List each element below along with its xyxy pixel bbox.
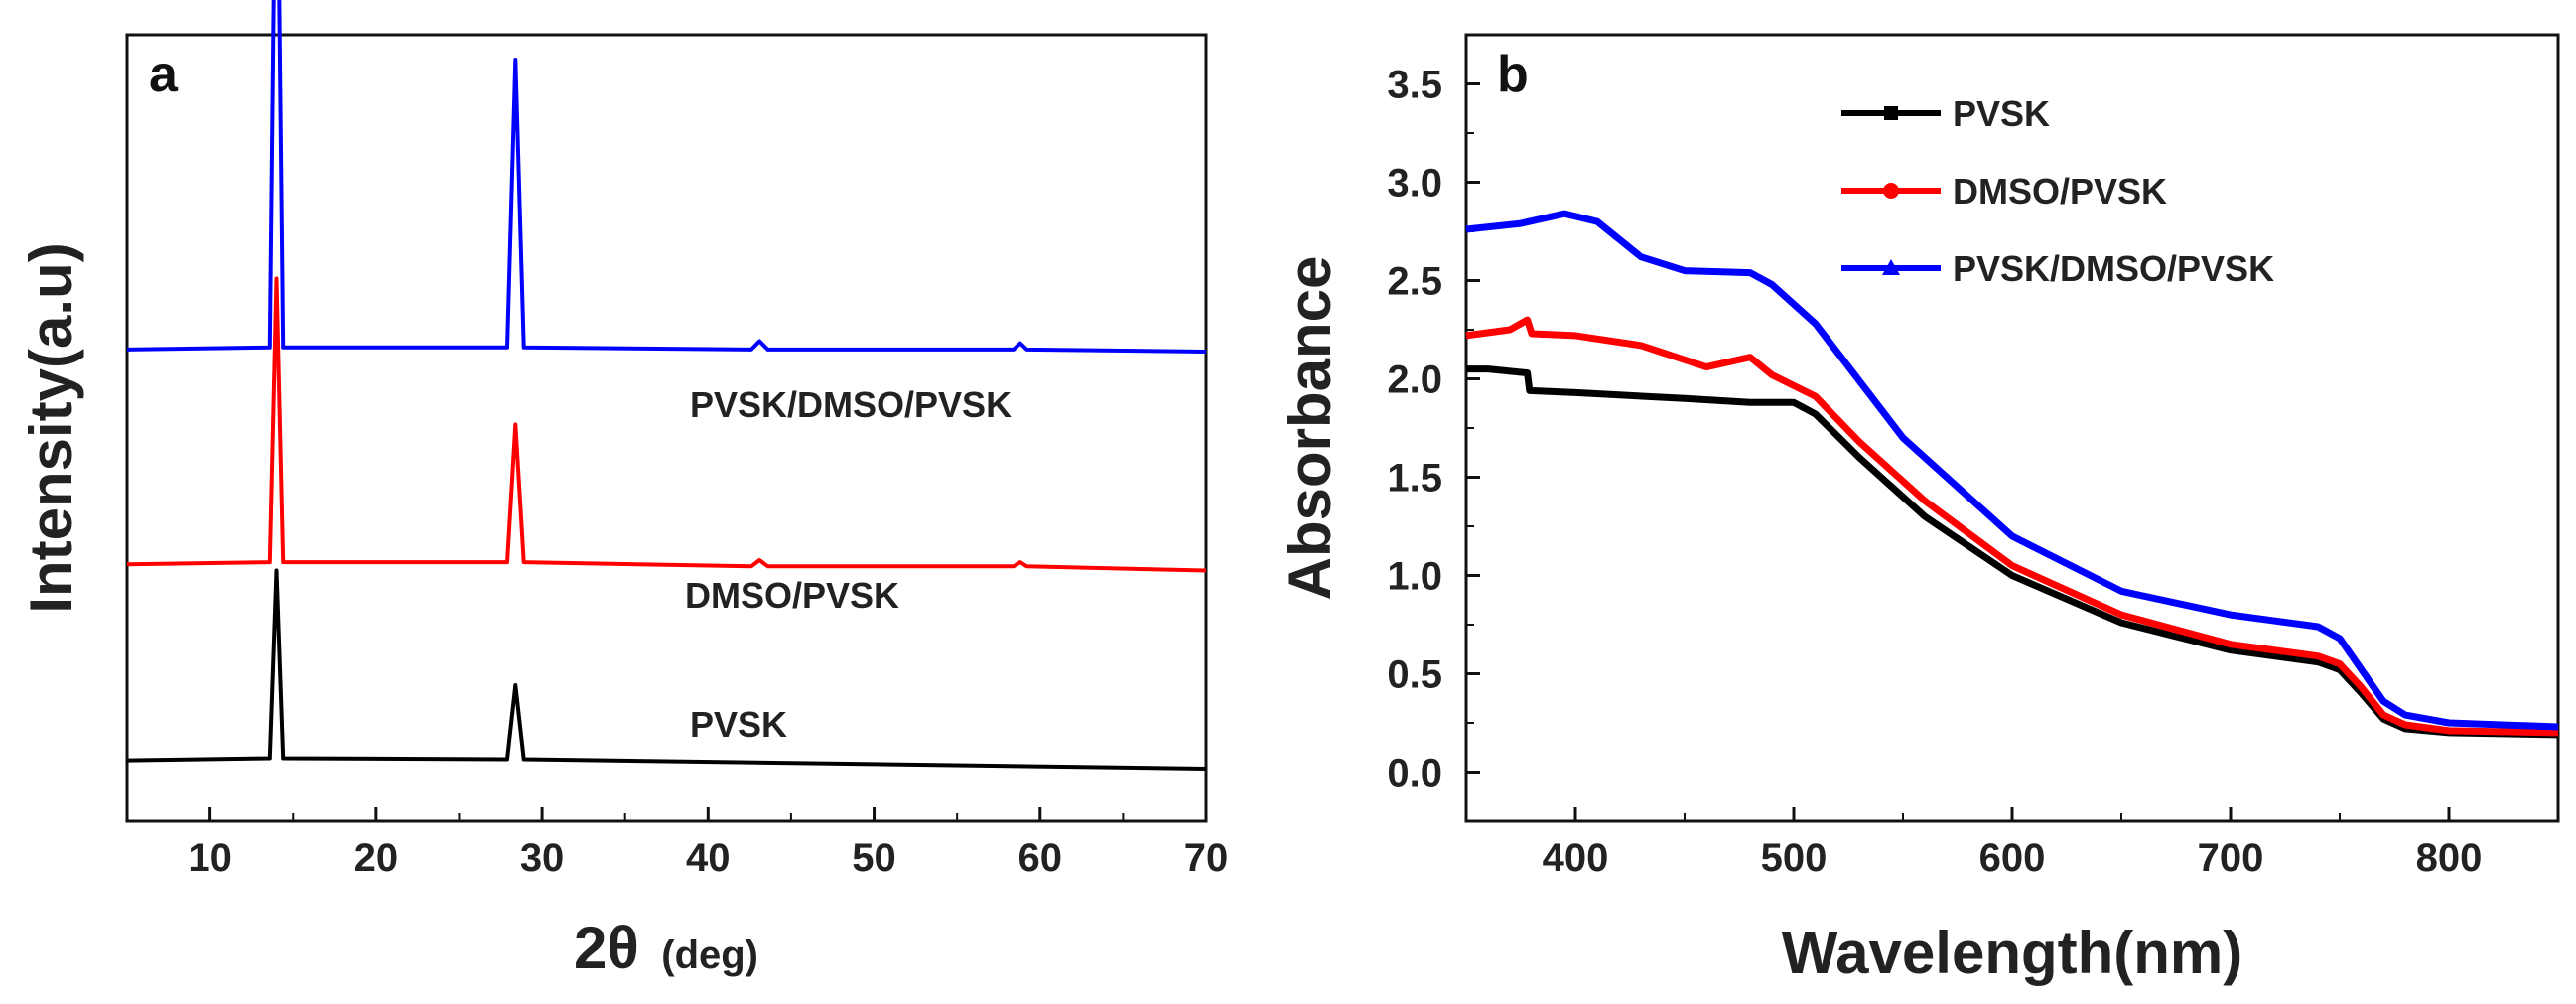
panel-b-series-pvsk [1466, 365, 2559, 739]
panel-b-series-dmso-pvsk [1465, 316, 2559, 737]
panel-a-trace-label: PVSK/DMSO/PVSK [690, 384, 1012, 425]
legend-label: PVSK/DMSO/PVSK [1953, 248, 2274, 289]
panel-a-chart: a Intensity(a.u) 2θ (deg) 10 20 30 40 50 60 70… [18, 0, 1228, 981]
panel-b-y-ticks: 0.0 0.5 1.0 1.5 2.0 2.5 3.0 3.5 [1387, 34, 1480, 822]
panel-b-y-tick-label: 2.0 [1387, 359, 1442, 402]
panel-b-series [1465, 210, 2559, 739]
panel-b-series-pvsk-dmso-pvsk [1465, 210, 2559, 731]
panel-a-series-dmso-pvsk [126, 276, 1207, 573]
panel-b-xlabel: Wavelength(nm) [1782, 920, 2242, 986]
panel-b-y-tick-label: 3.5 [1387, 64, 1442, 107]
panel-a-xlabel-unit: (deg) [661, 933, 758, 977]
panel-a-trace-labels: PVSK DMSO/PVSK PVSK/DMSO/PVSK [685, 384, 1012, 745]
panel-a-series-pvsk [126, 568, 1207, 771]
panel-b-ylabel: Absorbance [1277, 256, 1343, 601]
panel-b-x-tick-label: 500 [1761, 836, 1828, 880]
panel-b-x-tick-label: 400 [1543, 836, 1609, 880]
panel-b-y-tick-label: 0.0 [1387, 752, 1442, 795]
panel-a-x-tick-label: 10 [188, 836, 232, 880]
panel-b-x-tick-label: 700 [2198, 836, 2264, 880]
panel-b-x-tick-label: 600 [1979, 836, 2046, 880]
panel-b-y-tick-label: 1.0 [1387, 555, 1442, 599]
panel-a-x-tick-label: 60 [1018, 836, 1063, 880]
legend-marker-triangle [1882, 259, 1900, 275]
legend-label: DMSO/PVSK [1953, 171, 2167, 212]
panel-b-letter: b [1497, 46, 1529, 103]
panel-a-x-tick-label: 50 [852, 836, 896, 880]
panel-a-series [126, 0, 1207, 771]
panel-b-y-tick-label: 0.5 [1387, 653, 1442, 697]
panel-a-x-tick-label: 70 [1184, 836, 1229, 880]
panel-b-legend: PVSK DMSO/PVSK PVSK/DMSO/PVSK [1841, 93, 2274, 289]
legend-marker-circle [1883, 183, 1899, 199]
legend-marker-square [1884, 106, 1898, 120]
panel-b-frame [1464, 33, 2560, 823]
panel-b-y-tick-label: 2.5 [1387, 260, 1442, 304]
panel-a-trace-label: DMSO/PVSK [685, 575, 899, 616]
panel-a-series-pvsk-dmso-pvsk [126, 0, 1207, 354]
panel-a-trace-label: PVSK [690, 704, 787, 745]
panel-b-y-tick-label: 1.5 [1387, 457, 1442, 501]
panel-b-y-tick-label: 3.0 [1387, 162, 1442, 206]
panel-a-x-tick-label: 30 [520, 836, 565, 880]
panel-b-x-ticks: 400 500 600 700 800 [1465, 807, 2559, 880]
panel-a-xlabel-symbol: 2θ [574, 915, 639, 981]
legend-label: PVSK [1953, 93, 2050, 134]
panel-a-x-ticks: 10 20 30 40 50 60 70 [126, 807, 1229, 880]
panel-a-x-tick-label: 20 [354, 836, 399, 880]
panel-a-ylabel: Intensity(a.u) [18, 242, 84, 613]
panel-a-letter: a [149, 46, 179, 103]
panel-b-chart: b Absorbance Wavelength(nm) 400 500 600 700… [1277, 33, 2560, 986]
panel-b-x-tick-label: 800 [2416, 836, 2483, 880]
panel-a-frame [125, 33, 1208, 823]
panel-a-xlabel: 2θ (deg) [574, 915, 758, 981]
panel-a-x-tick-label: 40 [686, 836, 731, 880]
